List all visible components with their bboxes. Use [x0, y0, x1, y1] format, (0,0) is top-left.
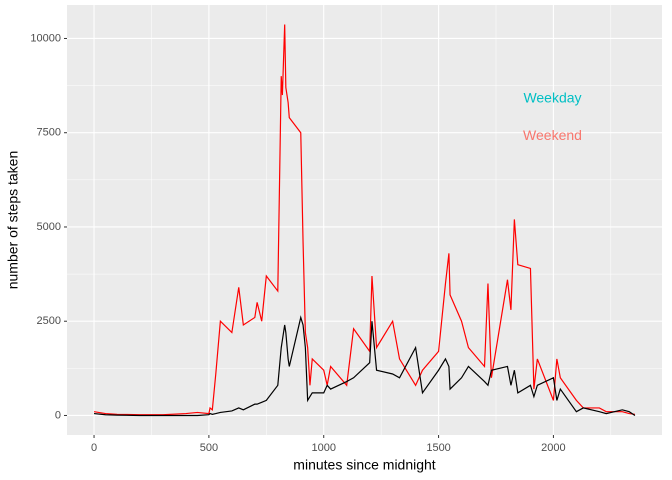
x-tick-label: 500	[200, 442, 218, 454]
y-tick-label: 10000	[30, 32, 61, 44]
x-tick-label: 0	[91, 442, 97, 454]
panel	[67, 5, 662, 435]
y-tick-label: 0	[55, 409, 61, 421]
y-tick-label: 5000	[37, 221, 61, 233]
x-tick-label: 1000	[311, 442, 335, 454]
y-axis-title: number of steps taken	[5, 151, 21, 290]
x-tick-label: 1500	[426, 442, 450, 454]
line	[93, 315, 636, 417]
y-tick-label: 7500	[37, 127, 61, 139]
annotation: Weekday	[523, 89, 581, 105]
line	[93, 24, 636, 416]
x-tick-label: 2000	[541, 442, 565, 454]
y-tick-label: 2500	[37, 315, 61, 327]
annotation: Weekend	[523, 127, 582, 143]
x-axis-title: minutes since midnight	[293, 457, 436, 473]
